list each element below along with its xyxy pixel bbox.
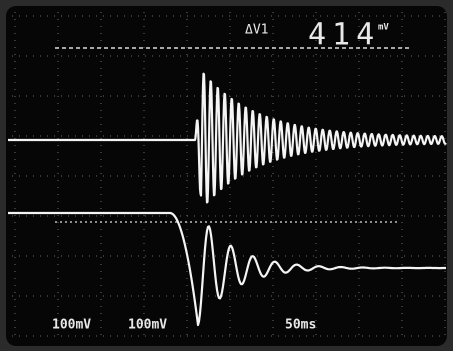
timebase: 50ms <box>285 318 316 333</box>
readout-label: ΔV1 <box>245 23 268 38</box>
readout-unit: mV <box>378 23 389 33</box>
readout-value: 414 <box>308 18 380 53</box>
waveform-ch1 <box>8 72 447 204</box>
graticule <box>12 12 446 340</box>
channel-scale: 100mV <box>52 318 91 333</box>
channel-scale: 100mV <box>128 318 167 333</box>
waveform-ch2 <box>8 211 447 327</box>
